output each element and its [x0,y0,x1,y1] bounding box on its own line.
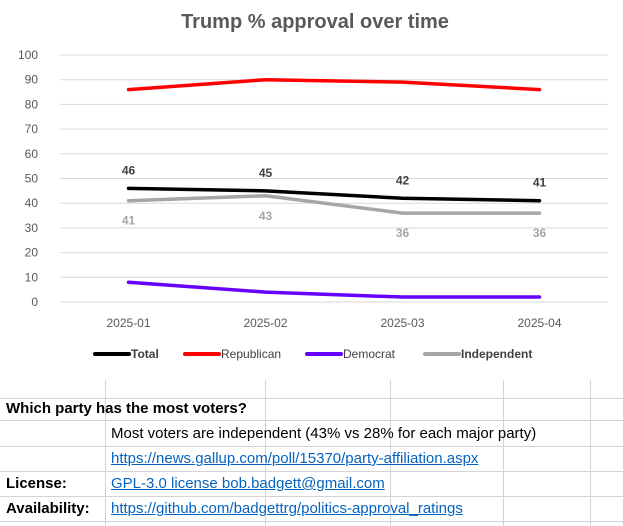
x-tick-label: 2025-03 [380,316,424,330]
legend-label-total: Total [131,347,159,361]
data-label-total: 46 [122,163,136,177]
series-line-independent [126,194,542,215]
answer-cell: Most voters are independent (43% vs 28% … [111,425,537,442]
availability-link[interactable]: https://github.com/badgettrg/politics-ap… [111,500,463,517]
y-tick-label: 40 [25,196,39,210]
gallup-source-link[interactable]: https://news.gallup.com/poll/15370/party… [111,450,479,467]
y-tick-label: 0 [31,295,38,309]
y-tick-label: 20 [25,246,39,260]
y-tick-label: 30 [25,221,39,235]
series-line-total [126,186,542,203]
y-tick-label: 70 [25,122,39,136]
data-label-total: 45 [259,166,273,180]
data-labels: 46 45 42 41 41 43 36 36 [122,163,547,240]
data-label-independent: 36 [396,226,410,240]
chart-gridlines [60,54,608,303]
license-label: License: [6,475,67,492]
approval-chart[interactable]: Trump % approval over time 0 10 20 30 40 50 60… [0,0,623,380]
legend-label-democrat: Democrat [343,347,396,361]
y-tick-label: 100 [18,48,38,62]
y-tick-label: 60 [25,147,39,161]
series-line-republican [126,77,542,92]
legend: Total Republican Democrat Independent [93,347,532,361]
data-label-total: 42 [396,173,410,187]
x-tick-label: 2025-01 [106,316,150,330]
y-tick-label: 50 [25,172,39,186]
y-tick-label: 80 [25,97,39,111]
chart-title: Trump % approval over time [181,11,449,33]
x-tick-label: 2025-04 [517,316,561,330]
series-line-democrat [126,280,542,299]
data-label-total: 41 [533,176,547,190]
line-chart: Trump % approval over time 0 10 20 30 40 50 60… [18,11,608,361]
y-axis: 0 10 20 30 40 50 60 70 80 90 100 [18,48,38,309]
availability-label: Availability: [6,500,90,517]
data-label-independent: 43 [259,209,273,223]
series-lines [126,77,542,299]
license-value-link[interactable]: GPL-3.0 license bob.badgett@gmail.com [111,475,385,492]
question-cell: Which party has the most voters? [6,400,247,417]
y-tick-label: 10 [25,270,39,284]
data-label-independent: 41 [122,214,136,228]
legend-label-independent: Independent [461,347,532,361]
legend-label-republican: Republican [221,347,281,361]
data-label-independent: 36 [533,226,547,240]
x-axis: 2025-01 2025-02 2025-03 2025-04 [106,316,561,330]
x-tick-label: 2025-02 [243,316,287,330]
y-tick-label: 90 [25,73,39,87]
